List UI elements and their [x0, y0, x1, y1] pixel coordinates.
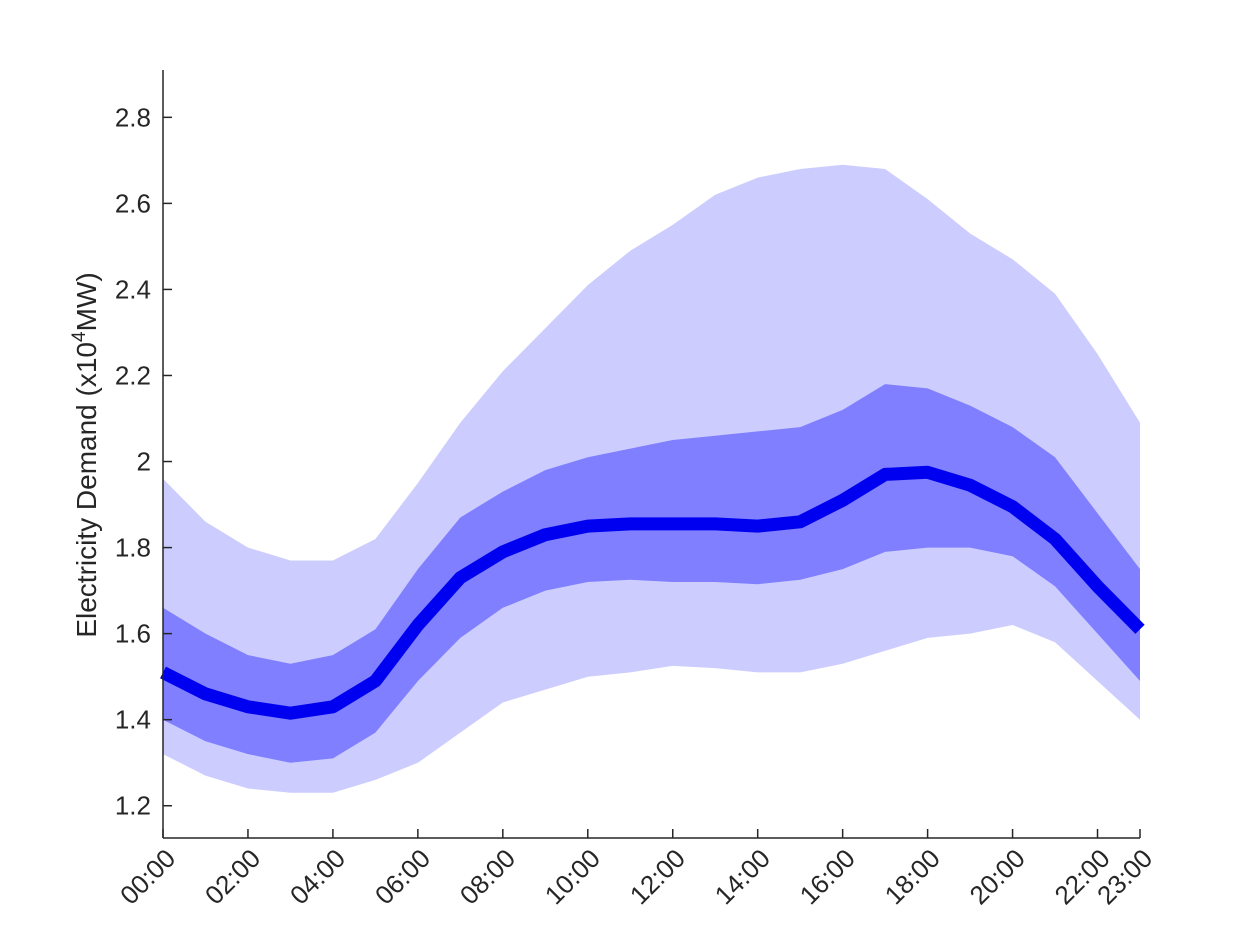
y-axis-label-suffix: MW): [71, 272, 102, 331]
x-tick-label: 02:00: [199, 843, 266, 910]
mean-series: [160, 465, 1145, 720]
y-tick-label: 2.2: [115, 360, 151, 390]
x-tick-label: 12:00: [624, 843, 691, 910]
y-tick-label: 1.8: [115, 533, 151, 563]
y-axis-label-prefix: Electricity Demand (x10: [71, 342, 102, 638]
x-tick-label: 04:00: [284, 843, 351, 910]
mean-line: [160, 465, 1145, 720]
x-tick-label: 00:00: [114, 843, 181, 910]
y-tick-label: 1.4: [115, 705, 151, 735]
y-tick-label: 2.4: [115, 274, 151, 304]
x-tick-label: 20:00: [964, 843, 1031, 910]
x-tick-label: 14:00: [709, 843, 776, 910]
x-tick-label: 16:00: [794, 843, 861, 910]
y-axis-label: Electricity Demand (x104MW): [69, 272, 102, 637]
y-tick-label: 2: [137, 447, 151, 477]
x-tick-label: 06:00: [369, 843, 436, 910]
y-tick-label: 1.6: [115, 619, 151, 649]
y-tick-label: 2.8: [115, 102, 151, 132]
x-tick-label: 08:00: [454, 843, 521, 910]
y-tick-label: 2.6: [115, 188, 151, 218]
y-tick-label: 1.2: [115, 791, 151, 821]
confidence-bands: [163, 164, 1140, 793]
x-tick-label: 18:00: [879, 843, 946, 910]
y-axis-label-superscript: 4: [69, 331, 90, 342]
x-tick-label: 10:00: [539, 843, 606, 910]
